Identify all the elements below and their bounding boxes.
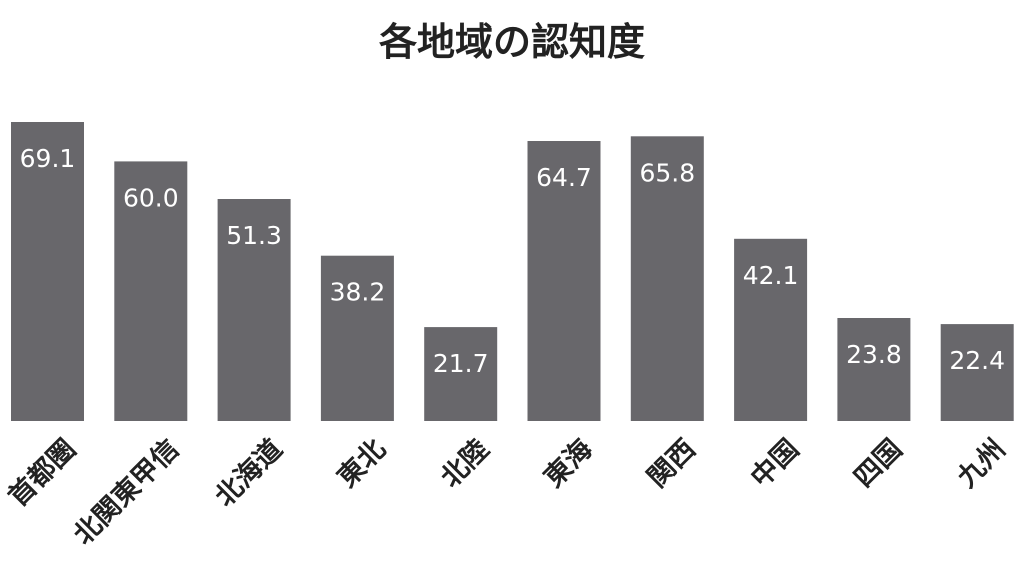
bar-6 — [527, 141, 601, 421]
bar-4 — [320, 255, 394, 421]
bar-value-label: 22.4 — [949, 346, 1005, 375]
category-label: 東北 — [332, 434, 392, 494]
category-label: 関西 — [642, 434, 702, 494]
category-label: 四国 — [848, 434, 908, 494]
bar-value-label: 21.7 — [433, 349, 489, 378]
bar-value-label: 64.7 — [536, 163, 592, 192]
bar-value-label: 23.8 — [846, 340, 902, 369]
category-label: 九州 — [952, 434, 1012, 494]
bar-1 — [11, 122, 84, 421]
bar-5 — [424, 327, 498, 421]
bar-2 — [114, 161, 188, 421]
bar-3 — [217, 199, 291, 421]
bar-9 — [837, 318, 911, 421]
bar-value-label: 65.8 — [639, 158, 695, 187]
chart-title: 各地域の認知度 — [378, 20, 645, 64]
category-label: 中国 — [745, 434, 805, 494]
bar-value-label: 69.1 — [20, 144, 76, 173]
category-label: 北関東甲信 — [68, 434, 185, 551]
bars-layer — [11, 122, 1014, 422]
bar-10 — [940, 324, 1014, 421]
bar-value-label: 51.3 — [226, 221, 282, 250]
bar-value-label: 38.2 — [330, 278, 386, 307]
bar-8 — [734, 238, 808, 421]
bar-value-label: 60.0 — [123, 183, 179, 212]
bar-7 — [630, 136, 704, 422]
value-labels-layer: 69.1 60.0 51.3 38.2 21.7 64.7 65.8 42.1 23.8 22.4 — [20, 144, 1005, 378]
bar-value-label: 42.1 — [743, 261, 799, 290]
category-label: 首都圏 — [2, 433, 82, 513]
category-label: 東海 — [538, 434, 598, 494]
category-label: 北海道 — [209, 433, 289, 513]
category-label: 北陸 — [435, 434, 495, 494]
